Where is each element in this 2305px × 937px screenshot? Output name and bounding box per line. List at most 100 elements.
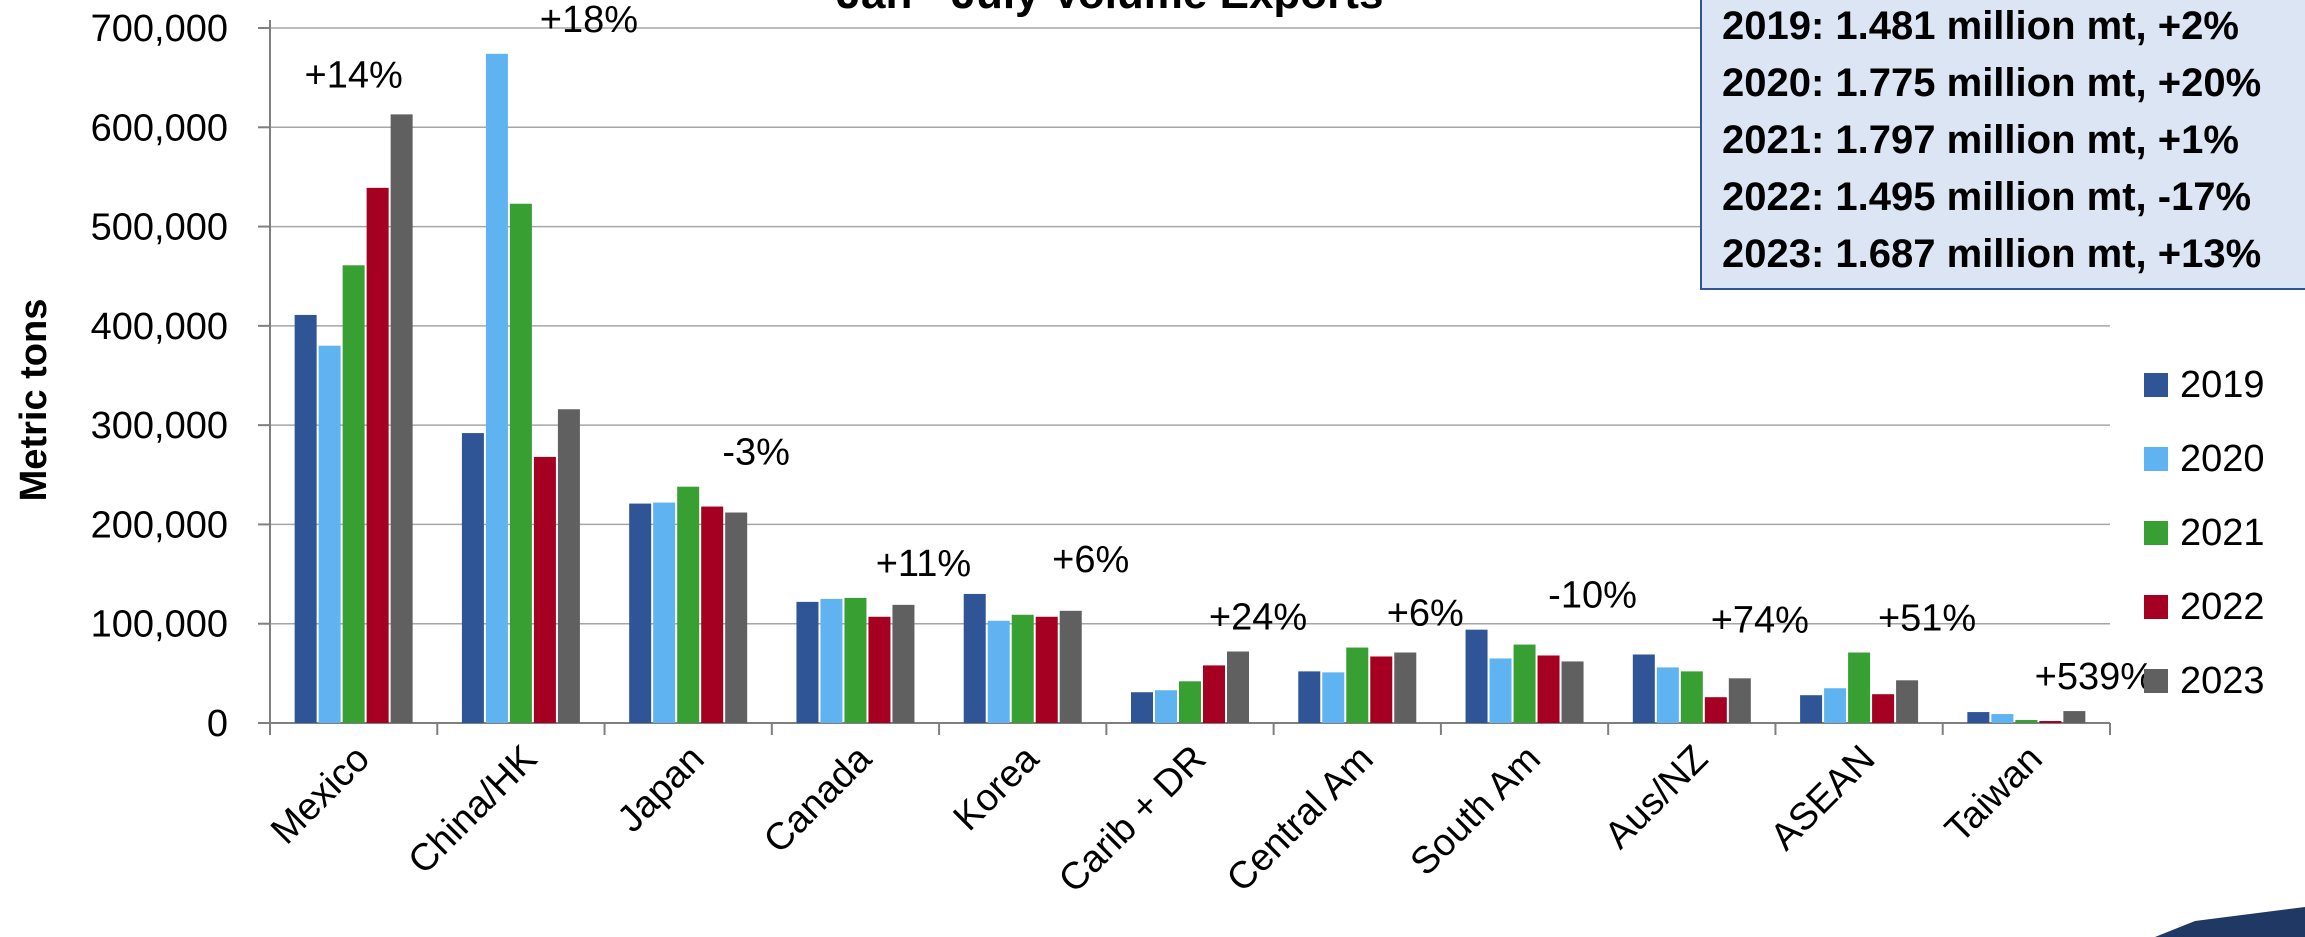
bar	[820, 598, 843, 723]
bar	[1203, 665, 1225, 723]
change-annotation: +74%	[1711, 599, 1809, 641]
x-tick-label: South Am	[1403, 738, 1549, 884]
y-axis-title: Metric tons	[13, 299, 55, 502]
change-annotation: +18%	[540, 0, 638, 41]
bar	[701, 506, 724, 723]
bar	[342, 265, 365, 723]
y-tick-label: 0	[207, 703, 228, 745]
bar	[1704, 697, 1727, 723]
bar	[892, 604, 915, 723]
bar	[1872, 694, 1895, 723]
legend-swatch	[2144, 447, 2168, 471]
change-annotation: +11%	[876, 543, 971, 585]
y-tick-label: 500,000	[91, 207, 228, 249]
bar	[461, 433, 484, 723]
bar	[1011, 614, 1034, 723]
legend-swatch	[2144, 521, 2168, 545]
bar	[844, 597, 867, 723]
bar	[653, 502, 676, 723]
bar	[1800, 695, 1823, 723]
summary-box: 2019: 1.481 million mt, +2% 2020: 1.775 m…	[1700, 0, 2305, 290]
change-annotation: +51%	[1878, 598, 1976, 640]
legend-item: 2023	[2144, 644, 2265, 718]
bar	[1896, 680, 1919, 723]
bar	[557, 409, 580, 723]
bar	[1179, 681, 1201, 723]
chart-title: Jan - July Volume Exports	[837, 0, 1384, 18]
x-tick-label: China/HK	[401, 738, 546, 883]
summary-line: 2022: 1.495 million mt, -17%	[1722, 175, 2252, 219]
bar	[796, 601, 819, 723]
change-annotation: -3%	[722, 432, 790, 474]
legend-item: 2020	[2144, 422, 2265, 496]
x-tick-label: Central Am	[1219, 738, 1382, 901]
bar	[366, 187, 389, 724]
legend-label: 2023	[2180, 659, 2265, 702]
bar	[1561, 661, 1584, 723]
x-tick-label: Mexico	[263, 738, 378, 853]
bar	[629, 503, 652, 723]
y-tick-label: 200,000	[91, 504, 228, 546]
y-axis-ticks: 0 100,000 200,000 300,000 400,000 500,000 600,…	[91, 8, 228, 745]
x-tick-label: Taiwan	[1937, 738, 2050, 851]
change-annotation: +24%	[1209, 597, 1307, 639]
change-annotation: +6%	[1052, 539, 1129, 581]
bar	[1489, 658, 1512, 723]
legend-item: 2019	[2144, 348, 2265, 422]
legend-item: 2022	[2144, 570, 2265, 644]
bar	[2015, 720, 2038, 723]
y-tick-label: 600,000	[91, 107, 228, 149]
bar	[677, 486, 700, 723]
bar	[533, 456, 556, 723]
bar	[1155, 690, 1177, 723]
bar	[1035, 616, 1058, 723]
bar	[1322, 672, 1345, 723]
bar	[1991, 714, 2014, 723]
bar	[1848, 652, 1871, 723]
bar	[1131, 692, 1153, 723]
change-annotation: +539%	[2035, 656, 2154, 698]
summary-line: 2023: 1.687 million mt, +13%	[1722, 232, 2262, 276]
x-tick-label: Carib + DR	[1051, 738, 1214, 901]
x-tick-label: Canada	[756, 737, 880, 861]
bar	[1513, 644, 1536, 723]
bar	[1227, 651, 1249, 723]
bar	[1298, 671, 1321, 723]
legend-swatch	[2144, 669, 2168, 693]
bar	[1059, 610, 1082, 723]
x-axis-ticks: Mexico China/HK Japan Canada Korea Carib + DR…	[263, 737, 2051, 901]
legend-label: 2019	[2180, 363, 2265, 406]
bar	[1656, 667, 1679, 723]
bar	[1824, 688, 1847, 723]
y-tick-label: 100,000	[91, 604, 228, 646]
change-annotation: +6%	[1387, 593, 1464, 635]
y-tick-label: 700,000	[91, 8, 228, 50]
x-tick-label: Aus/NZ	[1597, 738, 1716, 857]
bar	[390, 114, 413, 724]
change-annotations: +14% +18% -3% +11% +6% +24% +6% -10% +74% +51% +53…	[305, 0, 2155, 698]
legend-swatch	[2144, 373, 2168, 397]
bar	[1370, 656, 1393, 723]
bar	[987, 620, 1010, 723]
legend-item: 2021	[2144, 496, 2265, 570]
bars	[294, 53, 2086, 724]
bar	[1465, 629, 1488, 723]
x-tick-label: ASEAN	[1763, 738, 1884, 859]
bar	[509, 203, 532, 723]
bar	[1728, 678, 1751, 723]
summary-line: 2020: 1.775 million mt, +20%	[1722, 61, 2262, 105]
bar	[1967, 712, 1990, 723]
bar	[1394, 652, 1417, 723]
bar	[294, 314, 317, 723]
bar	[318, 345, 341, 723]
bar	[1680, 671, 1703, 723]
bar	[725, 512, 748, 723]
x-tick-label: Korea	[946, 737, 1048, 839]
summary-line: 2019: 1.481 million mt, +2%	[1722, 4, 2239, 48]
bar	[1537, 655, 1560, 723]
y-tick-label: 300,000	[91, 405, 228, 447]
bar	[1632, 654, 1655, 723]
legend-swatch	[2144, 595, 2168, 619]
legend: 2019 2020 2021 2022 2023	[2144, 348, 2265, 718]
